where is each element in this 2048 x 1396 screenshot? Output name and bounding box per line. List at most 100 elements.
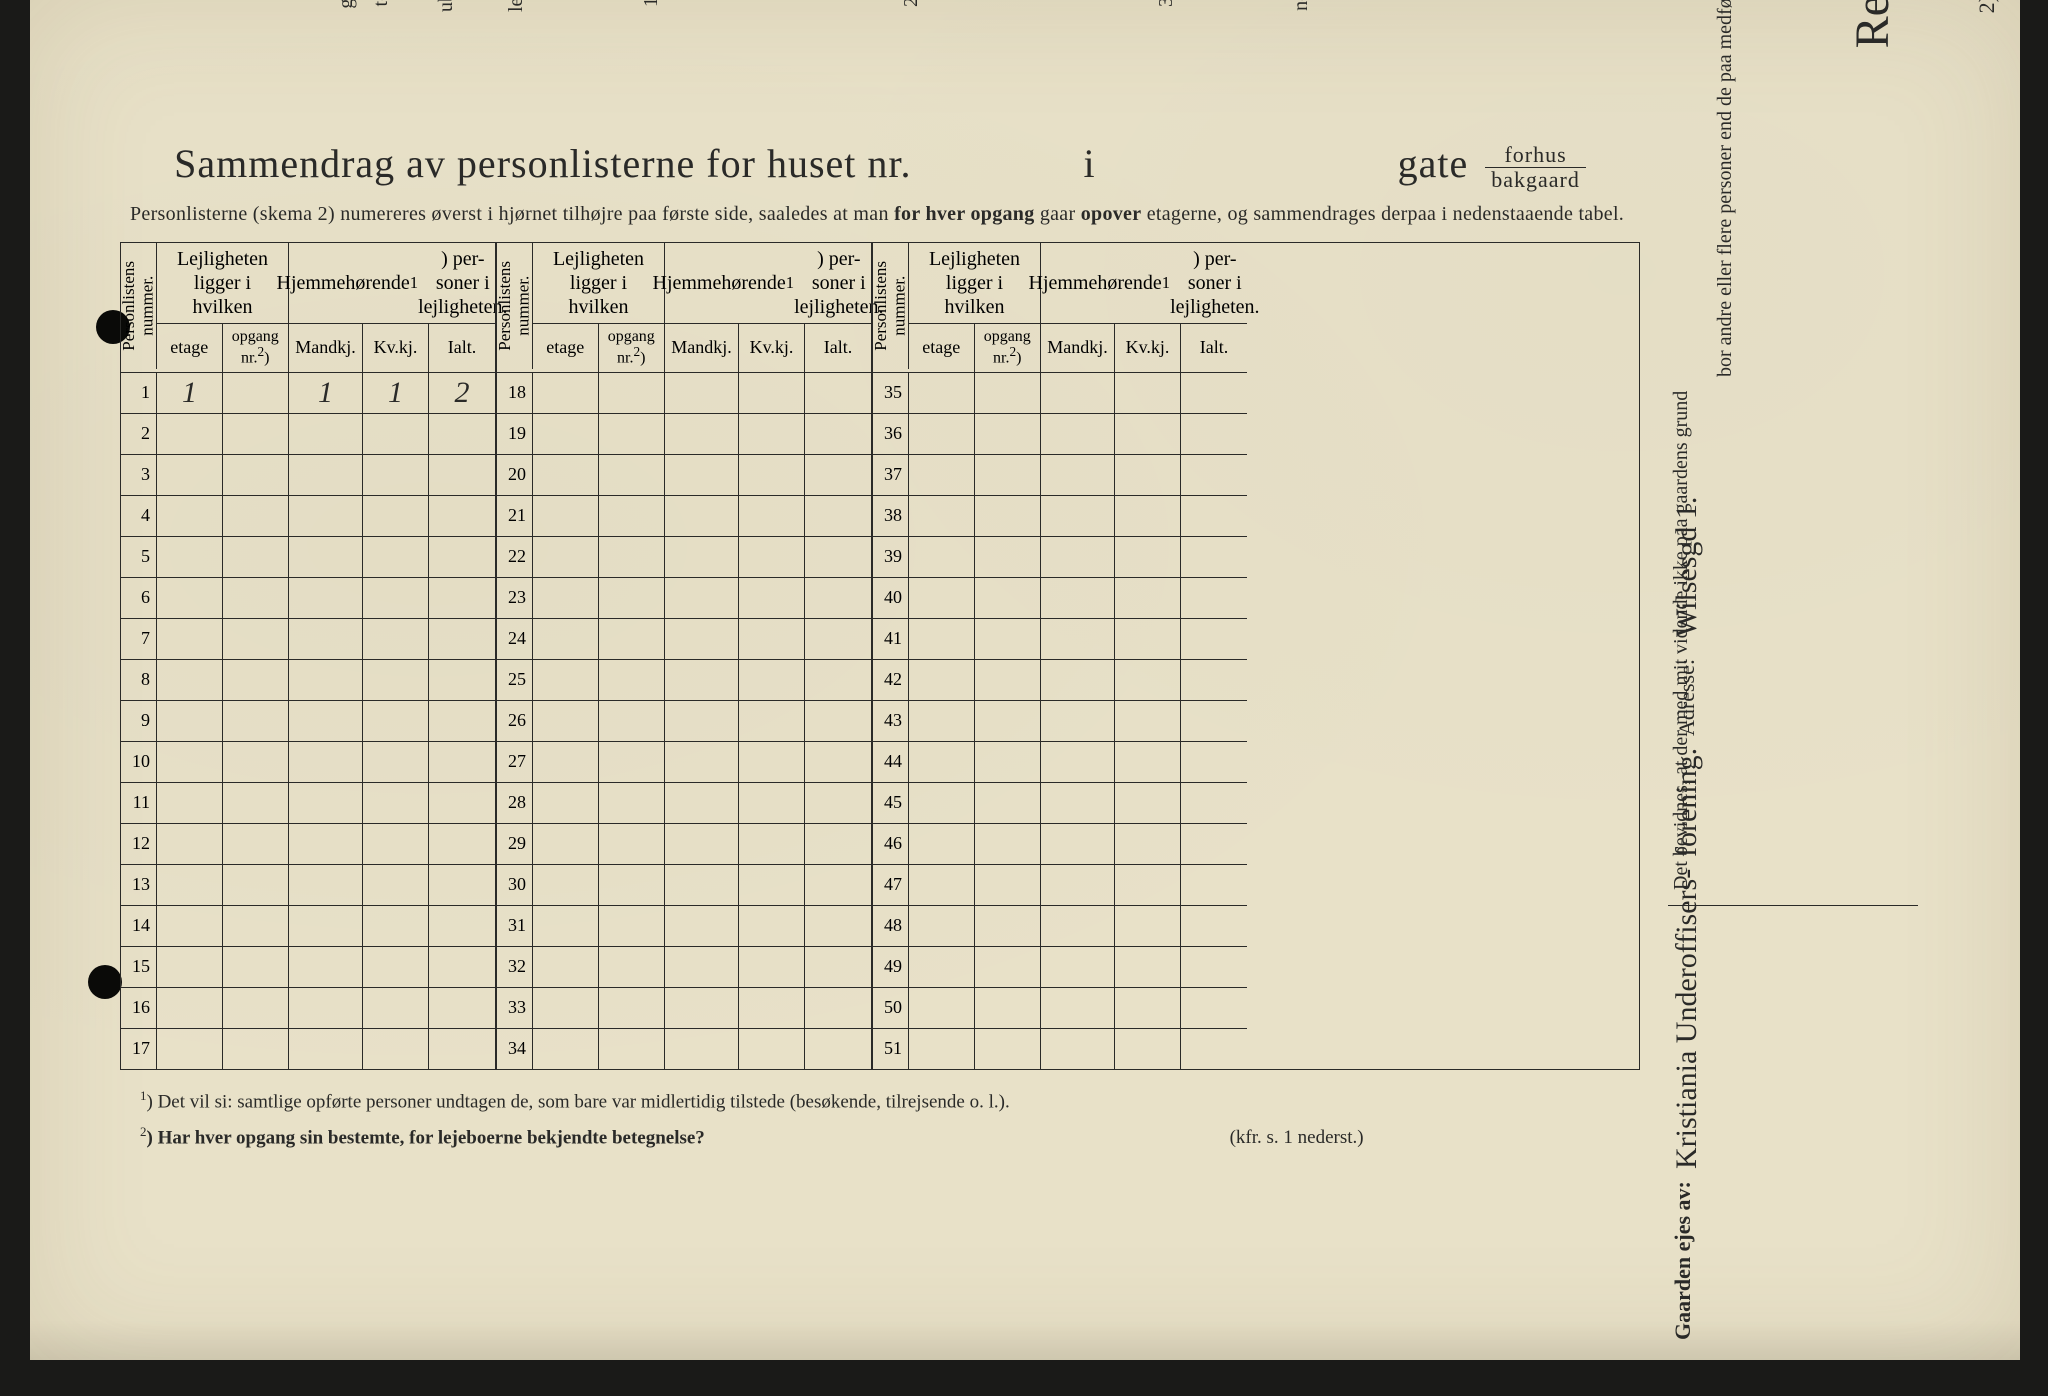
subtitle-bold2: opover [1081,203,1142,225]
cell-mandkj [1041,619,1115,659]
row-number: 43 [873,701,909,741]
col-header-etage: etage [909,324,975,372]
col-header-ialt: Ialt. [805,324,871,372]
row-number: 5 [121,537,157,577]
cell-mandkj [1041,783,1115,823]
cell-mandkj [289,947,363,987]
cell-etage [533,742,599,782]
cell-kvkj [1115,578,1181,618]
title-main: Sammendrag av personlisterne for huset n… [174,141,911,186]
cell-ialt [429,537,495,577]
cell-etage [157,947,223,987]
cell-opgang [223,455,289,495]
table-row: 8 [121,659,495,700]
table-row: 21 [497,495,871,536]
cell-opgang [599,619,665,659]
row-number: 2 [121,414,157,454]
cell-mandkj [289,1029,363,1069]
title-gate: gate [1398,141,1469,186]
cell-kvkj [1115,742,1181,782]
table-row: 30 [497,864,871,905]
cell-etage [909,537,975,577]
cell-ialt [429,578,495,618]
row-number: 50 [873,988,909,1028]
cell-kvkj [363,701,429,741]
cell-kvkj [739,701,805,741]
owner-panel: Gaarden ejes av: Kristiania Underoffiser… [1670,940,1910,1340]
cell-etage [909,1029,975,1069]
cell-kvkj [363,660,429,700]
table-row: 38 [873,495,1247,536]
cell-mandkj [665,783,739,823]
cell-etage [157,865,223,905]
cell-opgang [223,824,289,864]
cell-kvkj [1115,537,1181,577]
cell-etage [533,701,599,741]
cell-etage [909,701,975,741]
cell-ialt [429,783,495,823]
table-row: 10 [121,741,495,782]
summary-table: Personlistensnummer. Lejlighetenligger i … [120,242,1640,1070]
col-header-personlistens-nummer: Personlistensnummer. [873,243,909,369]
table-row: 16 [121,987,495,1028]
footnotes: 1) Det vil si: samtlige opførte personer… [120,1084,1640,1157]
cell-kvkj [739,578,805,618]
cell-kvkj [363,414,429,454]
cell-etage [157,619,223,659]
table-row: 20 [497,454,871,495]
header-fragment: gr [335,0,358,9]
cell-mandkj [665,619,739,659]
document-paper: grteublej1.2.3.ne Re 2) Sammendrag av pe… [30,0,2020,1360]
cell-opgang [223,496,289,536]
cell-kvkj [1115,373,1181,413]
table-row: 28 [497,782,871,823]
header-fragment: lej [505,0,528,12]
cell-mandkj [289,414,363,454]
cell-ialt [1181,1029,1247,1069]
cell-etage [533,373,599,413]
cell-opgang [223,660,289,700]
cell-ialt [429,824,495,864]
cell-etage [157,824,223,864]
table-row: 33 [497,987,871,1028]
cell-kvkj [739,373,805,413]
cell-etage [533,906,599,946]
row-number: 34 [497,1029,533,1069]
cell-etage [157,988,223,1028]
cell-opgang [599,906,665,946]
cell-kvkj [363,865,429,905]
row-number: 17 [121,1029,157,1069]
cell-opgang [223,865,289,905]
table-row: 39 [873,536,1247,577]
col-header-ialt: Ialt. [1181,324,1247,372]
cell-etage [157,1029,223,1069]
cell-ialt [1181,414,1247,454]
cell-kvkj [363,824,429,864]
table-row: 50 [873,987,1247,1028]
cell-etage [533,865,599,905]
cell-mandkj [289,865,363,905]
cell-mandkj [1041,1029,1115,1069]
row-number: 16 [121,988,157,1028]
col-header-etage: etage [157,324,223,372]
cell-ialt [429,455,495,495]
cell-kvkj [739,742,805,782]
cell-ialt [1181,988,1247,1028]
cell-opgang [223,373,289,413]
cell-opgang [223,947,289,987]
col-group-lejligheten: Lejlighetenligger i hvilkenetageopgangnr… [157,243,289,372]
cell-opgang [975,1029,1041,1069]
cell-ialt [805,414,871,454]
row-number: 26 [497,701,533,741]
row-number: 11 [121,783,157,823]
cell-opgang [223,537,289,577]
row-number: 6 [121,578,157,618]
cell-etage [157,906,223,946]
cell-ialt [429,988,495,1028]
cell-ialt [1181,578,1247,618]
title-i: i [1084,141,1096,186]
cell-opgang [599,865,665,905]
table-row: 13 [121,864,495,905]
col-header-kvkj: Kv.kj. [1115,324,1181,372]
footnote-2: 2) Har hver opgang sin bestemte, for lej… [140,1120,1640,1156]
